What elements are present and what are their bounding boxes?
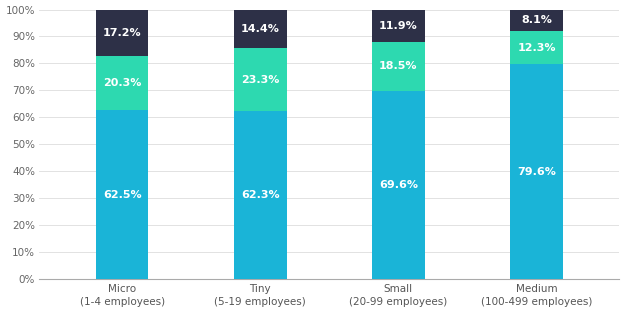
Bar bbox=[96, 110, 148, 279]
Bar bbox=[234, 10, 286, 48]
Text: 69.6%: 69.6% bbox=[379, 180, 418, 190]
Bar bbox=[234, 48, 286, 111]
Bar bbox=[96, 56, 148, 110]
Text: 23.3%: 23.3% bbox=[241, 75, 279, 85]
Bar bbox=[372, 42, 424, 91]
Text: 79.6%: 79.6% bbox=[517, 167, 556, 177]
Bar bbox=[96, 10, 148, 56]
Text: 12.3%: 12.3% bbox=[518, 43, 556, 53]
Text: 20.3%: 20.3% bbox=[103, 78, 141, 88]
Bar bbox=[510, 64, 562, 279]
Bar bbox=[510, 31, 562, 64]
Text: 11.9%: 11.9% bbox=[379, 21, 418, 31]
Bar bbox=[510, 10, 562, 31]
Text: 14.4%: 14.4% bbox=[241, 24, 280, 34]
Text: 18.5%: 18.5% bbox=[379, 61, 418, 71]
Text: 8.1%: 8.1% bbox=[521, 15, 552, 25]
Bar bbox=[372, 91, 424, 279]
Text: 62.3%: 62.3% bbox=[241, 190, 279, 200]
Bar bbox=[234, 111, 286, 279]
Bar bbox=[372, 10, 424, 42]
Text: 17.2%: 17.2% bbox=[102, 28, 141, 38]
Text: 62.5%: 62.5% bbox=[102, 190, 141, 200]
